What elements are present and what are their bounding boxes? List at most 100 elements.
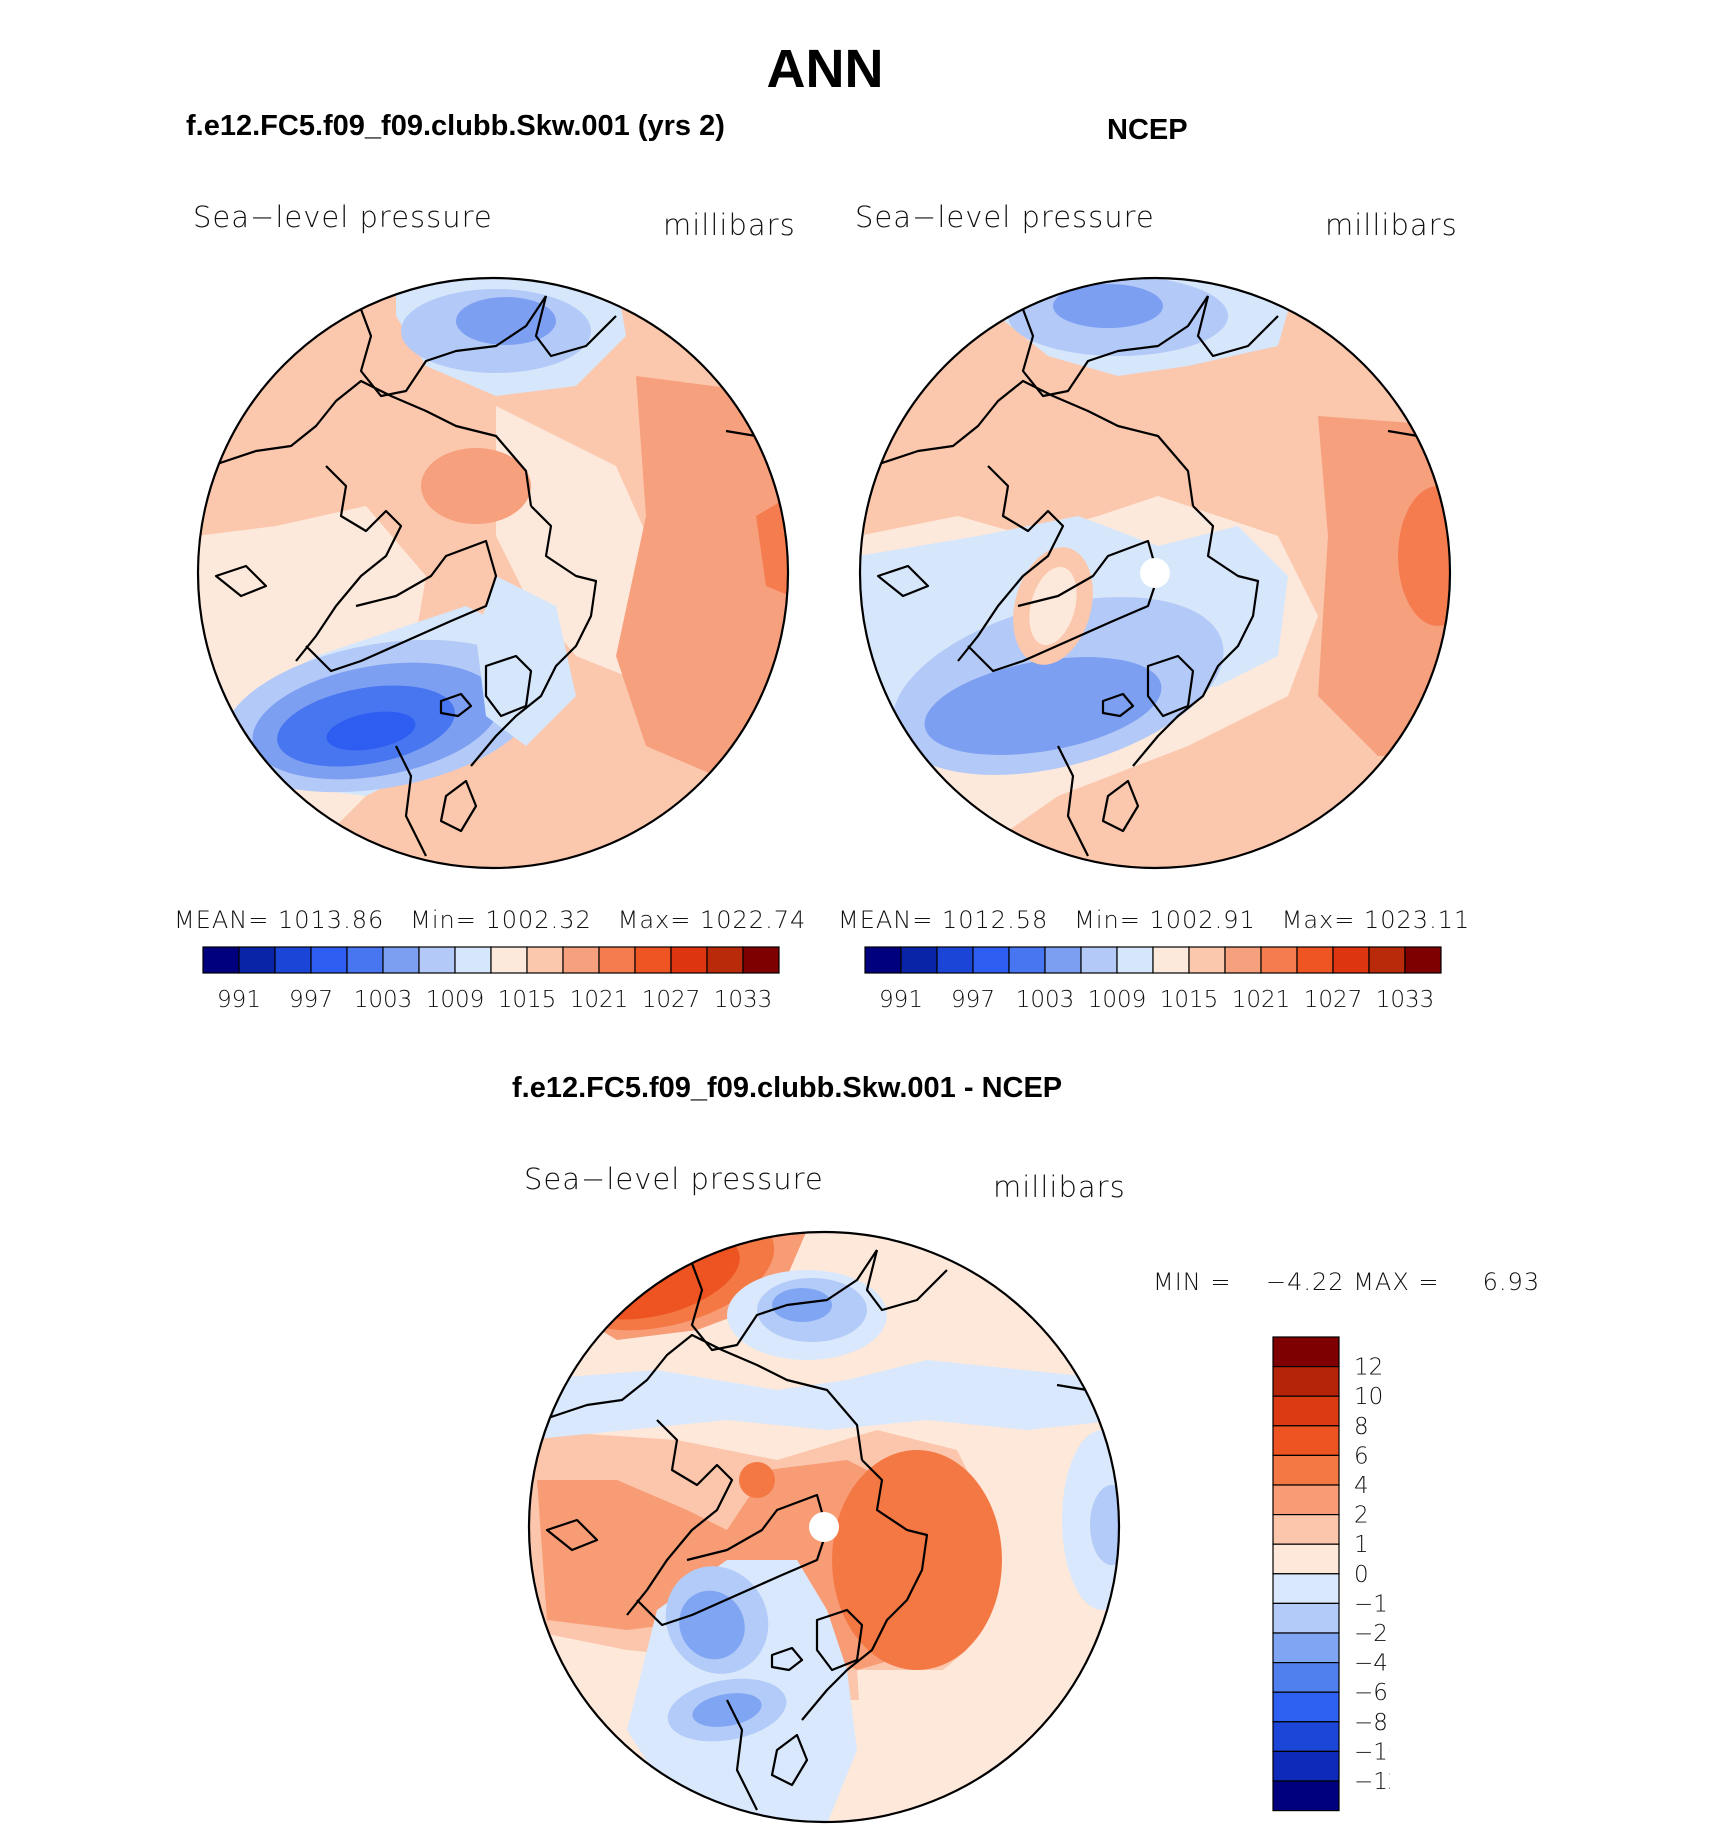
colorbar-swatch: [1272, 1366, 1340, 1397]
colorbar-model: 991 997 1003 1009 1015 1021 1027 1033: [202, 946, 780, 1013]
contour-region: [772, 1288, 832, 1322]
coastline: [685, 1249, 878, 1352]
colorbar-swatch: [1296, 946, 1334, 974]
contour-region: [692, 1693, 762, 1727]
coastline: [1101, 779, 1140, 833]
colorbar-swatch: [1272, 1573, 1340, 1605]
max-label: MAX =: [1353, 1268, 1440, 1296]
mean-value: 1013.86: [278, 906, 385, 934]
colorbar-swatch: [1272, 1750, 1340, 1782]
mean-label: MEAN=: [838, 906, 934, 934]
contour-fills: [198, 278, 788, 868]
polar-map-diff: [527, 1230, 1121, 1824]
colorbar-tick-label: −4: [1354, 1651, 1388, 1677]
max-value: 1023.11: [1364, 906, 1471, 934]
stats-model: MEAN= 1013.86 Min= 1002.32 Max= 1022.74: [174, 906, 806, 934]
contour-region: [1029, 566, 1077, 646]
min-label: MIN =: [1153, 1268, 1232, 1296]
colorbar-tick-label: −10: [1354, 1739, 1390, 1765]
coastline: [636, 1493, 829, 1627]
max-label: Max=: [617, 906, 692, 934]
colorbar-tick-label: 1009: [426, 987, 485, 1013]
colorbar-swatch: [936, 946, 974, 974]
colorbar-swatch: [1272, 1454, 1340, 1486]
field-label-model: Sea−level pressure: [193, 200, 493, 234]
coastline: [354, 295, 547, 398]
colorbar-swatch: [864, 946, 902, 974]
colorbar-swatch: [1224, 946, 1262, 974]
units-label-diff: millibars: [993, 1170, 1126, 1204]
colorbar-swatch: [238, 946, 276, 974]
colorbar-swatch: [202, 946, 240, 974]
colorbar-swatch: [1152, 946, 1190, 974]
colorbar-tick-label: 1027: [1304, 987, 1363, 1013]
max-value: 1022.74: [700, 906, 807, 934]
colorbar-swatch: [742, 946, 780, 974]
coastline: [534, 295, 617, 358]
contour-region: [924, 657, 1162, 755]
units-label-model: millibars: [663, 208, 796, 242]
stats-diff: MIN = −4.22 MAX = 6.93: [1153, 1268, 1540, 1296]
colorbar-tick-label: 991: [217, 987, 261, 1013]
colorbar-swatch: [1272, 1602, 1340, 1634]
contour-region: [1090, 1485, 1119, 1565]
coastline: [439, 692, 473, 718]
contour-region: [739, 1462, 775, 1498]
colorbar-tick-label: 1003: [354, 987, 413, 1013]
field-label-diff: Sea−level pressure: [524, 1162, 824, 1196]
colorbar-swatch: [1272, 1691, 1340, 1723]
colorbar-swatch: [454, 946, 492, 974]
panel-title-diff: f.e12.FC5.f09_f09.clubb.Skw.001 - NCEP: [512, 1072, 1063, 1104]
colorbar-swatch: [1116, 946, 1154, 974]
colorbar-swatch: [598, 946, 636, 974]
colorbar-tick-label: 8: [1354, 1414, 1369, 1440]
coastline: [957, 465, 1065, 662]
colorbar-tick-label: 991: [879, 987, 923, 1013]
colorbar-swatch: [274, 946, 312, 974]
colorbar-tick-label: 10: [1354, 1384, 1383, 1410]
colorbar-tick-label: 1021: [1232, 987, 1291, 1013]
colorbar-tick-label: 0: [1354, 1562, 1369, 1588]
map-border: [527, 1230, 1121, 1824]
polar-map-ncep: [858, 276, 1452, 870]
pole-hole: [809, 1512, 839, 1542]
coastline: [770, 1646, 804, 1672]
colorbar-swatch: [1188, 946, 1226, 974]
coastline: [210, 379, 533, 507]
colorbar-swatch: [382, 946, 420, 974]
colorbar-tick-label: 12: [1354, 1355, 1383, 1381]
contour-region: [1053, 284, 1163, 328]
coastline: [305, 539, 498, 673]
mean-label: MEAN=: [174, 906, 270, 934]
colorbar-tick-label: 1015: [498, 987, 557, 1013]
field-label-ncep: Sea−level pressure: [855, 200, 1155, 234]
min-label: Min=: [410, 906, 477, 934]
colorbar-swatch: [346, 946, 384, 974]
contour-region: [756, 496, 788, 596]
coastline: [872, 379, 1195, 507]
contour-region: [326, 711, 416, 751]
colorbar-tick-label: 1033: [714, 987, 773, 1013]
coastline: [541, 1333, 864, 1461]
min-value: 1002.32: [485, 906, 592, 934]
polar-map-model: [196, 276, 790, 870]
coastlines: [872, 295, 1434, 857]
map-border: [196, 276, 790, 870]
panel-title-ncep: NCEP: [1107, 114, 1188, 146]
colorbar-swatch: [1272, 1425, 1340, 1457]
coastline: [1016, 295, 1209, 398]
colorbar-swatch: [1272, 1543, 1340, 1575]
colorbar-tick-label: 1021: [570, 987, 629, 1013]
colorbar-swatch: [1332, 946, 1370, 974]
coastlines: [541, 1249, 1103, 1811]
min-value: −4.22: [1266, 1268, 1345, 1296]
contour-region: [529, 1360, 1119, 1440]
contour-region: [616, 376, 788, 776]
coastline: [770, 1733, 809, 1787]
coastline: [484, 654, 533, 718]
colorbar-swatch: [706, 946, 744, 974]
colorbar-swatch: [310, 946, 348, 974]
mean-value: 1012.58: [942, 906, 1049, 934]
contour-region: [1398, 486, 1450, 626]
contour-region: [421, 448, 531, 524]
